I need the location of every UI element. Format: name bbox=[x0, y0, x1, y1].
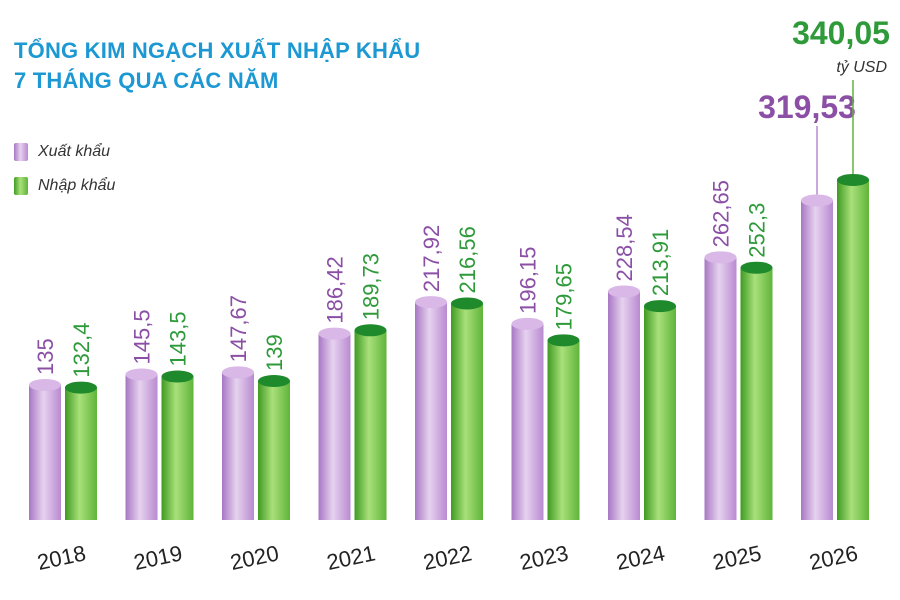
bar-export-2018 bbox=[29, 385, 61, 520]
bar-cap-import-2025 bbox=[740, 261, 773, 274]
bar-cap-import-2026 bbox=[837, 173, 869, 186]
bar-import-2022 bbox=[451, 303, 483, 520]
bar-import-2026 bbox=[837, 179, 869, 520]
bar-export-2024 bbox=[608, 291, 640, 520]
legend-label-import: Nhập khẩu bbox=[38, 177, 116, 194]
bar-export-2025 bbox=[704, 257, 737, 520]
bar-cap-import-2022 bbox=[451, 297, 483, 310]
x-tick-label-2024: 2024 bbox=[614, 540, 667, 575]
x-tick-label-2023: 2023 bbox=[517, 540, 570, 575]
value-label-import-2018: 132,4 bbox=[69, 323, 94, 378]
value-label-export-2023: 196,15 bbox=[516, 247, 541, 314]
bar-cap-export-2021 bbox=[318, 327, 351, 340]
value-label-import-2022: 216,56 bbox=[455, 226, 480, 293]
bar-import-2019 bbox=[161, 376, 194, 520]
value-label-import-2021: 189,73 bbox=[359, 253, 384, 320]
bar-cap-import-2021 bbox=[354, 324, 387, 337]
value-label-export-2021: 186,42 bbox=[323, 256, 348, 323]
value-label-import-2019: 143,5 bbox=[166, 311, 191, 366]
x-tick-label-2020: 2020 bbox=[228, 540, 281, 575]
bar-export-2023 bbox=[511, 323, 544, 520]
x-tick-label-2025: 2025 bbox=[710, 540, 763, 575]
value-label-import-2026: 340,05 bbox=[792, 15, 890, 51]
bar-export-2022 bbox=[415, 302, 447, 520]
legend-item-export: Xuất khẩu bbox=[14, 143, 110, 161]
value-label-export-2020: 147,67 bbox=[226, 295, 251, 362]
bar-import-2020 bbox=[258, 381, 290, 520]
bar-cap-import-2023 bbox=[547, 334, 580, 347]
value-label-import-2023: 179,65 bbox=[552, 263, 577, 330]
bar-import-2025 bbox=[740, 267, 773, 520]
bar-export-2021 bbox=[318, 333, 351, 520]
value-label-import-2020: 139 bbox=[262, 334, 287, 371]
x-tick-label-2018: 2018 bbox=[35, 540, 88, 575]
x-tick-label-2021: 2021 bbox=[324, 540, 377, 575]
value-label-import-2025: 252,3 bbox=[745, 203, 770, 258]
x-tick-label-2022: 2022 bbox=[421, 540, 474, 575]
bar-import-2023 bbox=[547, 340, 580, 520]
legend-swatch-export bbox=[14, 143, 28, 161]
legend-label-export: Xuất khẩu bbox=[38, 143, 111, 160]
legend-item-import: Nhập khẩu bbox=[14, 177, 115, 195]
bar-cap-import-2018 bbox=[65, 381, 97, 394]
bar-cap-export-2020 bbox=[222, 366, 254, 379]
bar-import-2018 bbox=[65, 387, 97, 520]
bar-cap-export-2026 bbox=[801, 194, 833, 207]
bar-cap-export-2024 bbox=[608, 285, 640, 298]
bar-cap-export-2025 bbox=[704, 251, 737, 264]
chart-title-line2: 7 THÁNG QUA CÁC NĂM bbox=[14, 68, 279, 93]
x-tick-label-2019: 2019 bbox=[131, 540, 184, 575]
bar-cap-export-2022 bbox=[415, 296, 447, 309]
bar-cap-export-2023 bbox=[511, 317, 544, 330]
bar-export-2026 bbox=[801, 200, 833, 520]
bar-export-2020 bbox=[222, 372, 254, 520]
bar-import-2021 bbox=[354, 330, 387, 520]
value-label-export-2026: 319,53 bbox=[758, 89, 856, 125]
bar-import-2024 bbox=[644, 306, 676, 520]
bar-cap-import-2020 bbox=[258, 375, 290, 387]
bar-cap-export-2018 bbox=[29, 379, 61, 391]
bar-cap-import-2024 bbox=[644, 300, 676, 313]
bar-cap-import-2019 bbox=[161, 370, 194, 383]
value-label-import-2024: 213,91 bbox=[648, 229, 673, 296]
bar-cap-export-2019 bbox=[125, 368, 158, 381]
unit-label: tỷ USD bbox=[836, 59, 887, 76]
bar-export-2019 bbox=[125, 374, 158, 520]
value-label-export-2024: 228,54 bbox=[612, 214, 637, 281]
chart-title-line1: TỔNG KIM NGẠCH XUẤT NHẬP KHẨU bbox=[14, 38, 421, 63]
legend-swatch-import bbox=[14, 177, 28, 195]
value-label-export-2019: 145,5 bbox=[130, 309, 155, 364]
value-label-export-2025: 262,65 bbox=[709, 180, 734, 247]
value-label-export-2018: 135 bbox=[33, 338, 58, 375]
x-tick-label-2026: 2026 bbox=[807, 540, 860, 575]
value-label-export-2022: 217,92 bbox=[419, 225, 444, 292]
